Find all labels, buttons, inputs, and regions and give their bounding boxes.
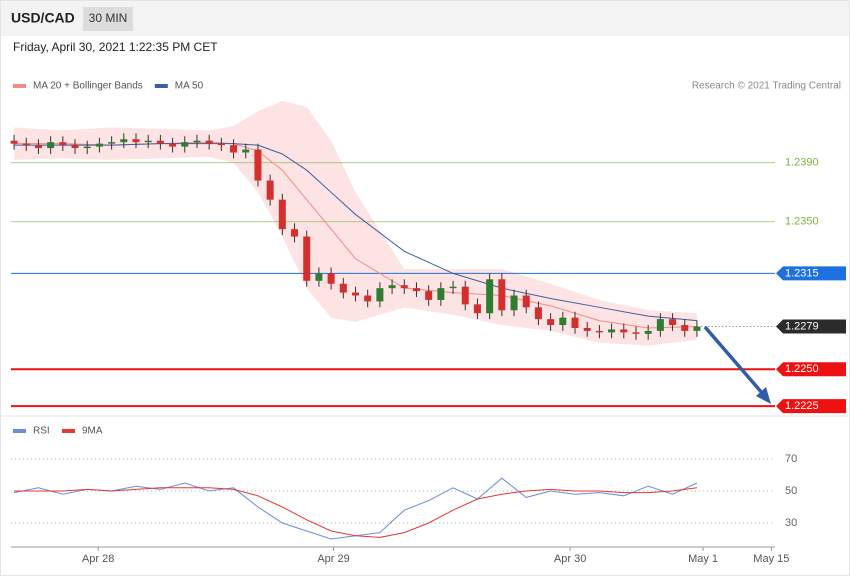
candle-body (547, 319, 555, 326)
level-tag (776, 362, 846, 377)
candle-body (669, 319, 677, 326)
candle-body (437, 288, 445, 300)
candle-body (681, 325, 689, 331)
candle-body (534, 307, 542, 320)
candle-body (352, 292, 360, 296)
candle-body (10, 140, 18, 144)
level-label: 1.2390 (785, 157, 819, 169)
candle-body (217, 143, 225, 146)
level-label: 1.2350 (785, 216, 819, 228)
price-panel: 1.2390 1.2350 1.2315 1.2279 1.2250 1.2225 MA 2… (10, 81, 846, 414)
candle-body (461, 286, 469, 305)
candle-body (632, 332, 640, 334)
level-label: 1.2279 (785, 320, 819, 332)
candle-body (242, 149, 250, 153)
candle-body (71, 145, 79, 149)
candle-body (339, 283, 347, 293)
x-tick-label: May 1 (688, 553, 718, 565)
credit: Research © 2021 Trading Central (692, 81, 841, 92)
candle-body (108, 142, 116, 144)
candle-body (205, 140, 213, 144)
level-tag (776, 319, 846, 334)
candle-body (644, 330, 652, 334)
candle-body (583, 327, 591, 331)
candle-body (388, 285, 396, 289)
moving-average (14, 143, 697, 322)
candle-body (156, 140, 164, 144)
header-bar (1, 1, 849, 36)
x-tick-label: Apr 29 (317, 553, 349, 565)
y-tick-label: 70 (785, 453, 797, 465)
candle-body (376, 288, 384, 302)
bollinger-band (14, 100, 697, 346)
y-tick-label: 50 (785, 485, 797, 497)
candle-body (620, 329, 628, 333)
candle-body (498, 279, 506, 311)
legend-label: MA 50 (175, 81, 204, 92)
rsi-line (14, 487, 698, 538)
candle-body (510, 295, 518, 311)
forecast-arrow (703, 325, 765, 396)
candle-body (144, 140, 152, 143)
candle-body (327, 273, 335, 284)
candle-body (608, 329, 616, 333)
legend-swatch (13, 84, 26, 88)
candle-body (595, 330, 603, 333)
candle-body (486, 279, 494, 314)
level-label: 1.2250 (785, 363, 819, 375)
candle-body (22, 143, 30, 146)
candle-body (169, 143, 177, 147)
candle-body (132, 139, 140, 143)
candle-body (230, 145, 238, 153)
candle-body (400, 285, 408, 289)
level-label: 1.2225 (785, 400, 819, 412)
candle-body (473, 304, 481, 314)
candle-body (315, 273, 323, 281)
candle-body (254, 149, 262, 181)
candle-body (83, 146, 91, 149)
candle-body (291, 229, 299, 237)
candle-body (34, 145, 42, 149)
candle-body (193, 140, 201, 143)
candle-body (278, 199, 286, 230)
interval-box[interactable] (83, 7, 133, 31)
x-tick-label: May 15 (753, 553, 789, 565)
legend-label: MA 20 + Bollinger Bands (33, 81, 143, 92)
candle-body (303, 236, 311, 281)
timestamp: Friday, April 30, 2021 1:22:35 PM CET (13, 40, 218, 54)
candle-body (656, 319, 664, 331)
symbol: USD/CAD (11, 10, 75, 26)
candle-body (95, 143, 103, 147)
level-label: 1.2315 (785, 267, 819, 279)
candle-body (559, 317, 567, 326)
candle-body (693, 326, 701, 331)
legend-swatch (13, 429, 26, 433)
candle-body (412, 288, 420, 292)
x-tick-label: Apr 28 (82, 553, 114, 565)
candle-body (266, 180, 274, 200)
candle-body (181, 142, 189, 147)
legend-swatch (62, 429, 75, 433)
candle-body (59, 142, 67, 146)
x-tick-label: Apr 30 (554, 553, 586, 565)
legend-label: RSI (33, 426, 50, 437)
candle-body (571, 317, 579, 328)
y-tick-label: 30 (785, 517, 797, 529)
interval[interactable]: 30 MIN (89, 11, 128, 25)
candle-body (47, 142, 55, 149)
legend-swatch (154, 84, 168, 88)
candle-body (449, 286, 457, 289)
forecast-arrowhead (756, 387, 771, 404)
rsi-panel: 30 50 70 Apr 28 Apr 29 Apr 30 May 1 May 15 RSI 9M… (11, 426, 797, 565)
candle-body (364, 295, 372, 302)
candle-body (522, 295, 530, 308)
level-tag (776, 266, 846, 281)
candle-body (425, 291, 433, 300)
legend-label: 9MA (82, 426, 103, 437)
level-tag (776, 399, 846, 414)
candle-body (120, 139, 128, 143)
